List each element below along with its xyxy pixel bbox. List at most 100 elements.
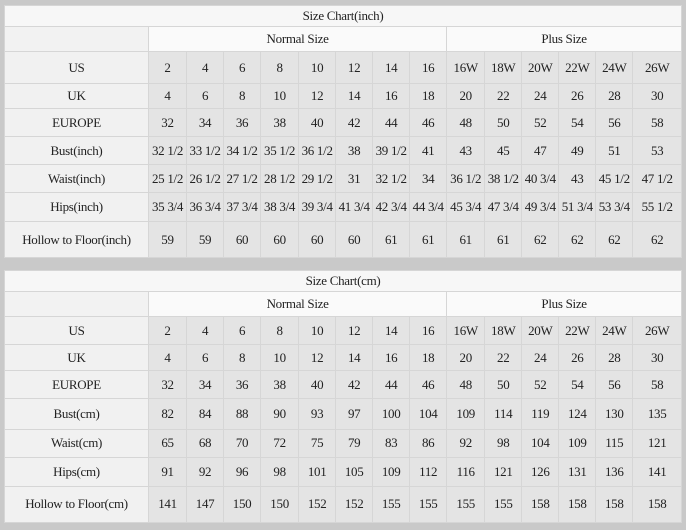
table-cell: 56 [595, 108, 634, 137]
section-normal-size: Normal Size [147, 291, 448, 318]
row-label: Hollow to Floor(cm) [4, 485, 149, 524]
table-cell: 98 [484, 428, 523, 458]
table-cell: 56 [595, 370, 634, 400]
table-row: US 2 4 6 8 10 12 14 16 16W 18W 20W 22W 24W 26W [4, 51, 682, 84]
table-cell: 51 [595, 136, 634, 165]
table-cell: 33 1/2 [186, 136, 225, 165]
table-cell: 61 [446, 221, 486, 258]
table-cell: 32 1/2 [147, 136, 188, 165]
table-cell: 55 1/2 [632, 192, 682, 222]
table-cell: 62 [521, 221, 560, 258]
table-cell: 54 [558, 108, 597, 137]
table-cell: 38 [260, 108, 300, 137]
title-row: Size Chart(cm) [4, 269, 682, 293]
table-cell: 52 [521, 370, 560, 400]
table-cell: 24W [595, 316, 634, 346]
table-cell: 147 [186, 485, 225, 524]
table-row: Hollow to Floor(cm) 141 147 150 150 152 152 155… [4, 485, 682, 524]
table-cell: 20W [521, 51, 560, 84]
table-cell: 26 [558, 344, 597, 372]
table-cell: 53 [632, 136, 682, 165]
table-cell: 68 [186, 428, 225, 458]
table-cell: 12 [298, 83, 337, 109]
table-cell: 158 [632, 485, 682, 524]
table-cell: 121 [632, 428, 682, 458]
table-cell: 14 [335, 344, 374, 372]
table-cell: 43 [558, 164, 597, 193]
table-cell: 131 [558, 456, 597, 487]
table-row: EUROPE 32 34 36 38 40 42 44 46 48 50 52 54 56 58 [4, 370, 682, 400]
table-cell: 20 [446, 83, 486, 109]
table-cell: 48 [446, 370, 486, 400]
table-row: Waist(inch) 25 1/2 26 1/2 27 1/2 28 1/2 29 1/… [4, 164, 682, 193]
table-cell: 114 [484, 398, 523, 430]
row-label: Hollow to Floor(inch) [4, 221, 149, 258]
table-cell: 44 [372, 108, 411, 137]
table-cell: 86 [409, 428, 448, 458]
table-cell: 45 1/2 [595, 164, 634, 193]
table-row: Waist(cm) 65 68 70 72 75 79 83 86 92 98 104 109 115 12… [4, 428, 682, 458]
table-cell: 34 [186, 370, 225, 400]
table-cell: 109 [558, 428, 597, 458]
table-cell: 22W [558, 316, 597, 346]
table-cell: 36 1/2 [298, 136, 337, 165]
table-cell: 29 1/2 [298, 164, 337, 193]
table-cell: 18W [484, 51, 523, 84]
table-cell: 115 [595, 428, 634, 458]
table-cell: 40 [298, 370, 337, 400]
table-cell: 61 [484, 221, 523, 258]
table-cell: 6 [186, 83, 225, 109]
table-cell: 92 [186, 456, 225, 487]
table-cell: 30 [632, 83, 682, 109]
table-cell: 84 [186, 398, 225, 430]
table-cell: 62 [595, 221, 634, 258]
table-cell: 39 1/2 [372, 136, 411, 165]
table-cell: 50 [484, 370, 523, 400]
section-normal-size: Normal Size [147, 26, 448, 52]
table-cell: 91 [147, 456, 188, 487]
table-row: Hips(inch) 35 3/4 36 3/4 37 3/4 38 3/4 39 3/4… [4, 192, 682, 222]
table-cell: 53 3/4 [595, 192, 634, 222]
table-row: EUROPE 32 34 36 38 40 42 44 46 48 50 52 54 56 58 [4, 108, 682, 137]
table-cell: 32 [147, 370, 188, 400]
table-cell: 75 [298, 428, 337, 458]
table-cell: 6 [223, 316, 262, 346]
table-cell: 45 3/4 [446, 192, 486, 222]
table-cell: 40 [298, 108, 337, 137]
table-cell: 35 1/2 [260, 136, 300, 165]
table-cell: 52 [521, 108, 560, 137]
table-cell: 39 3/4 [298, 192, 337, 222]
table-row: Hollow to Floor(inch) 59 59 60 60 60 60 61 61 61 6… [4, 221, 682, 258]
table-cell: 25 1/2 [147, 164, 188, 193]
table-cell: 109 [446, 398, 486, 430]
row-label: Waist(inch) [4, 164, 149, 193]
table-cell: 155 [372, 485, 411, 524]
table-cell: 141 [632, 456, 682, 487]
table-cell: 100 [372, 398, 411, 430]
table-cell: 20W [521, 316, 560, 346]
table-cell: 155 [409, 485, 448, 524]
table-cell: 158 [558, 485, 597, 524]
corner-cell [4, 291, 149, 318]
table-cell: 8 [260, 51, 300, 84]
table-cell: 92 [446, 428, 486, 458]
table-cell: 24 [521, 83, 560, 109]
table-cell: 18W [484, 316, 523, 346]
section-plus-size: Plus Size [446, 26, 682, 52]
table-cell: 158 [595, 485, 634, 524]
table-row: UK 4 6 8 10 12 14 16 18 20 22 24 26 28 30 [4, 83, 682, 109]
row-label: Bust(inch) [4, 136, 149, 165]
table-row: Bust(cm) 82 84 88 90 93 97 100 104 109 114 119 124 13… [4, 398, 682, 430]
section-row: Normal Size Plus Size [4, 291, 682, 318]
chart-title: Size Chart(cm) [4, 269, 682, 293]
table-cell: 12 [298, 344, 337, 372]
table-cell: 136 [595, 456, 634, 487]
table-cell: 2 [147, 51, 188, 84]
table-cell: 155 [446, 485, 486, 524]
table-cell: 61 [372, 221, 411, 258]
table-cell: 12 [335, 316, 374, 346]
table-cell: 18 [409, 83, 448, 109]
row-label: Hips(inch) [4, 192, 149, 222]
table-cell: 32 [147, 108, 188, 137]
table-cell: 36 1/2 [446, 164, 486, 193]
